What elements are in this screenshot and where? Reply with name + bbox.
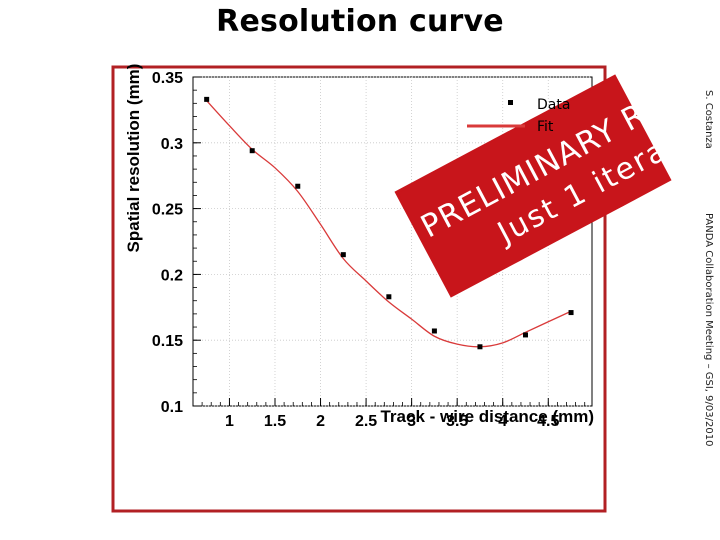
legend-marker-data xyxy=(508,100,513,105)
x-tick-label: 1 xyxy=(225,413,234,430)
data-point xyxy=(523,332,528,338)
side-note-meeting: PANDA Collaboration Meeting – GSI, 9/03/… xyxy=(703,213,714,447)
y-tick-label: 0.2 xyxy=(161,267,183,284)
legend-label-fit: Fit xyxy=(537,119,554,135)
slide-title: Resolution curve xyxy=(216,4,504,39)
x-tick-label: 2 xyxy=(316,413,325,430)
x-tick-label: 3 xyxy=(407,413,416,430)
data-point xyxy=(568,310,574,316)
y-tick-label: 0.15 xyxy=(152,333,183,350)
x-tick-label: 4.5 xyxy=(537,413,559,430)
x-tick-label: 3.5 xyxy=(446,413,468,430)
data-point xyxy=(295,183,301,189)
data-point xyxy=(477,344,483,350)
x-tick-label: 1.5 xyxy=(264,413,286,430)
data-point xyxy=(340,252,346,258)
stamp-rough-edge xyxy=(398,77,668,297)
data-point xyxy=(204,96,210,102)
x-tick-label: 2.5 xyxy=(355,413,377,430)
y-tick-label: 0.25 xyxy=(152,202,183,219)
x-axis-label: Track - wire distance (mm) xyxy=(380,407,594,426)
preliminary-stamp: PRELIMINARY RESULTS!!!Just 1 iteration xyxy=(394,21,720,298)
y-tick-label: 0.35 xyxy=(152,70,183,87)
fit-curve xyxy=(206,100,572,348)
legend-label-data: Data xyxy=(537,97,570,113)
plot-area xyxy=(192,76,593,407)
data-point xyxy=(386,294,392,300)
side-note-author: S. Costanza xyxy=(703,90,714,149)
data-point xyxy=(249,148,255,154)
y-axis-label: Spatial resolution (mm) xyxy=(124,64,143,253)
data-point xyxy=(431,328,437,334)
y-tick-label: 0.1 xyxy=(161,399,183,416)
x-tick-label: 4 xyxy=(498,413,507,430)
chart-frame xyxy=(111,65,607,513)
y-tick-label: 0.3 xyxy=(161,136,183,153)
